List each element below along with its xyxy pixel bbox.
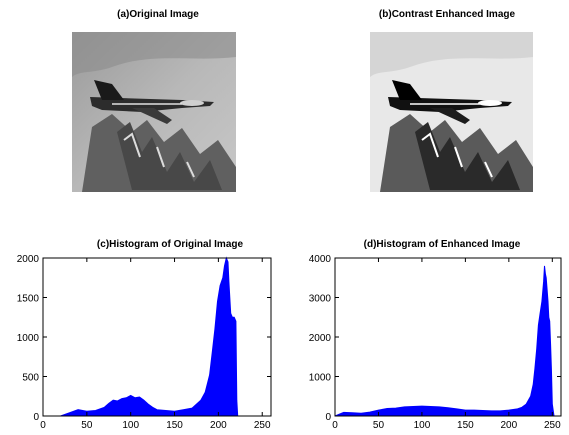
aircraft-photo-enhanced (370, 32, 533, 192)
x-tick-label: 50 (81, 420, 93, 431)
y-tick-label: 1500 (17, 294, 40, 305)
histogram-original: 0 50 100 150 200 250 0 500 1000 1500 2000 (17, 254, 272, 431)
aircraft-shape-b (388, 80, 512, 124)
x-tick-label: 200 (501, 420, 518, 431)
aircraft-photo-original (72, 32, 236, 192)
plot-background (335, 258, 561, 416)
x-tick-label: 150 (166, 420, 183, 431)
y-tick-label: 1000 (309, 373, 332, 384)
x-tick-label: 100 (414, 420, 431, 431)
y-tick-label: 0 (325, 412, 331, 423)
y-tick-label: 0 (33, 412, 39, 423)
panel-d-title: (d)Histogram of Enhanced Image (363, 239, 521, 250)
y-tick-label: 4000 (309, 254, 332, 265)
y-tick-label: 3000 (309, 294, 332, 305)
original-image (72, 32, 236, 192)
y-tick-label: 2000 (309, 333, 332, 344)
y-tick-label: 1000 (17, 333, 40, 344)
histogram-series (334, 265, 555, 417)
y-tick-label: 2000 (17, 254, 40, 265)
y-tick-label: 500 (22, 373, 39, 384)
x-tick-label: 150 (457, 420, 474, 431)
x-tick-label: 200 (210, 420, 227, 431)
enhanced-image (370, 32, 533, 192)
x-tick-label: 250 (544, 420, 561, 431)
x-tick-label: 100 (122, 420, 139, 431)
x-tick-label: 0 (40, 420, 46, 431)
panel-b-title: (b)Contrast Enhanced Image (378, 9, 516, 20)
histogram-enhanced: 0 50 100 150 200 250 0 1000 2000 3000 4000 (309, 254, 562, 431)
x-tick-label: 50 (373, 420, 385, 431)
panel-a-title: (a)Original Image (117, 9, 199, 20)
aircraft-shape-a (90, 80, 214, 124)
x-tick-label: 250 (254, 420, 271, 431)
histogram-series (60, 256, 239, 417)
panel-c-title: (c)Histogram of Original Image (96, 239, 244, 250)
x-tick-label: 0 (332, 420, 338, 431)
